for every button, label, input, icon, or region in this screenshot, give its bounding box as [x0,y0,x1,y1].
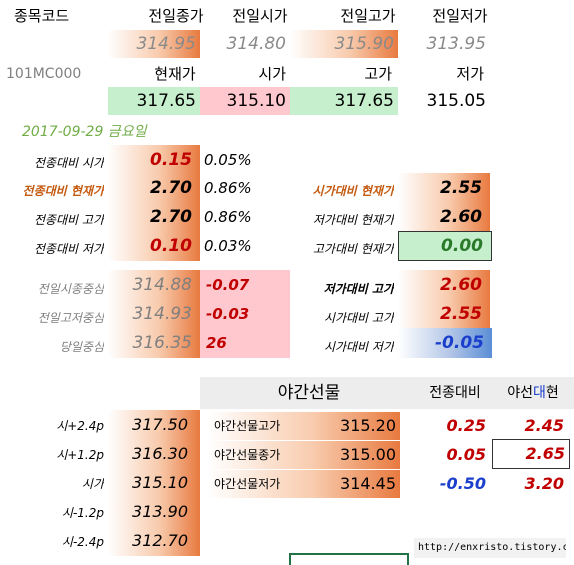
night-vs-current-header-b: 대 [532,385,546,401]
pivot-plus-24-label: 시+2.4p [56,419,104,433]
date-label: 2017-09-29 금요일 [22,124,147,140]
high-vs-current-label: 고가대비 현재가 [312,242,394,256]
night-high-value: 315.20 [340,416,396,435]
prev-high-value: 315.90 [290,30,398,58]
prev-oc-center-diff: -0.07 [200,270,290,300]
prev-low-value: 313.95 [426,34,486,54]
vs-prev-high-value: 2.70 [108,202,200,232]
open-vs-high-label: 시가대비 고가 [323,311,394,325]
stock-code-label: 종목코드 [14,7,70,25]
vs-prev-open-pct: 0.05% [204,151,252,169]
prev-close-value: 314.95 [108,30,200,58]
today-center-label: 당일중심 [59,340,104,354]
night-close-vs-current: 2.65 [492,439,570,469]
night-close-diff: 0.05 [446,445,486,464]
high-vs-current-value: 0.00 [398,231,492,261]
pivot-minus-24-value: 312.70 [108,526,200,556]
watermark-url: http://enxristo.tistory.com [414,538,566,558]
selected-cell-outline[interactable] [289,553,409,565]
prev-open-label: 전일시가 [232,7,288,25]
low-vs-current-label: 저가대비 현재가 [312,213,394,227]
prev-hl-center-label: 전일고저중심 [37,311,104,325]
vs-prev-high-label: 전종대비 고가 [33,213,104,227]
current-price-label: 현재가 [154,65,196,83]
open-value: 315.10 [200,87,290,115]
prev-oc-center-label: 전일시종중심 [37,282,104,296]
night-high-label: 야간선물고가 [208,412,400,440]
low-vs-current-value: 2.60 [398,202,490,232]
prev-high-label: 전일고가 [340,7,396,25]
night-close-value: 315.00 [340,445,396,464]
vs-prev-current-label: 전종대비 현재가 [22,184,104,198]
night-close-label: 야간선물종가 [208,441,400,469]
prev-hl-center-value: 314.93 [108,299,200,329]
night-vs-prev-header: 전종대비 [418,377,492,409]
low-vs-high-value: 2.60 [398,270,490,300]
night-high-vs-current: 2.45 [524,416,564,435]
vs-prev-open-label: 전종대비 시가 [33,156,104,170]
prev-open-value: 314.80 [226,34,286,54]
night-futures-title: 야간선물 [200,377,418,409]
vs-prev-current-pct: 0.86% [204,179,252,197]
open-vs-low-label: 시가대비 저가 [323,340,394,354]
today-center-value: 316.35 [108,328,200,358]
night-vs-current-header-a: 야선 [507,385,533,401]
night-low-label: 야간선물저가 [208,470,400,498]
pivot-minus-12-value: 313.90 [108,497,200,527]
pivot-plus-12-value: 316.30 [108,439,200,469]
night-vs-current-header: 야선대현 [492,377,574,409]
high-value: 317.65 [290,87,398,115]
open-vs-current-label: 시가대비 현재가 [312,184,394,198]
open-vs-high-value: 2.55 [398,299,490,329]
vs-prev-low-label: 전종대비 저가 [33,242,104,256]
pivot-open-value: 315.10 [108,468,200,498]
pivot-open-label: 시가 [81,477,104,491]
high-label: 고가 [364,65,392,83]
night-low-value: 314.45 [340,474,396,493]
prev-oc-center-value: 314.88 [108,270,200,300]
prev-low-label: 전일저가 [432,7,488,25]
vs-prev-high-pct: 0.86% [204,208,252,226]
today-center-diff: 26 [200,328,290,358]
pivot-plus-12-label: 시+1.2p [56,448,104,462]
low-vs-high-label: 저가대비 고가 [323,282,394,296]
vs-prev-open-value: 0.15 [108,145,200,175]
night-low-vs-current: 3.20 [524,474,564,493]
open-label: 시가 [258,65,286,83]
night-high-diff: 0.25 [446,416,486,435]
stock-code-value: 101MC000 [6,66,82,82]
low-value: 315.05 [426,91,486,111]
night-low-diff: -0.50 [439,474,486,493]
vs-prev-low-value: 0.10 [108,231,200,261]
open-vs-low-value: -0.05 [398,328,492,358]
night-vs-current-header-c: 현 [545,385,559,401]
open-vs-current-value: 2.55 [398,173,490,203]
pivot-minus-12-label: 시-1.2p [61,506,104,520]
prev-hl-center-diff: -0.03 [200,299,290,329]
pivot-plus-24-value: 317.50 [108,410,200,440]
low-label: 저가 [456,65,484,83]
prev-close-label: 전일종가 [148,7,204,25]
current-price-value: 317.65 [108,87,200,115]
vs-prev-current-value: 2.70 [108,173,200,203]
vs-prev-low-pct: 0.03% [204,237,252,255]
pivot-minus-24-label: 시-2.4p [61,535,104,549]
